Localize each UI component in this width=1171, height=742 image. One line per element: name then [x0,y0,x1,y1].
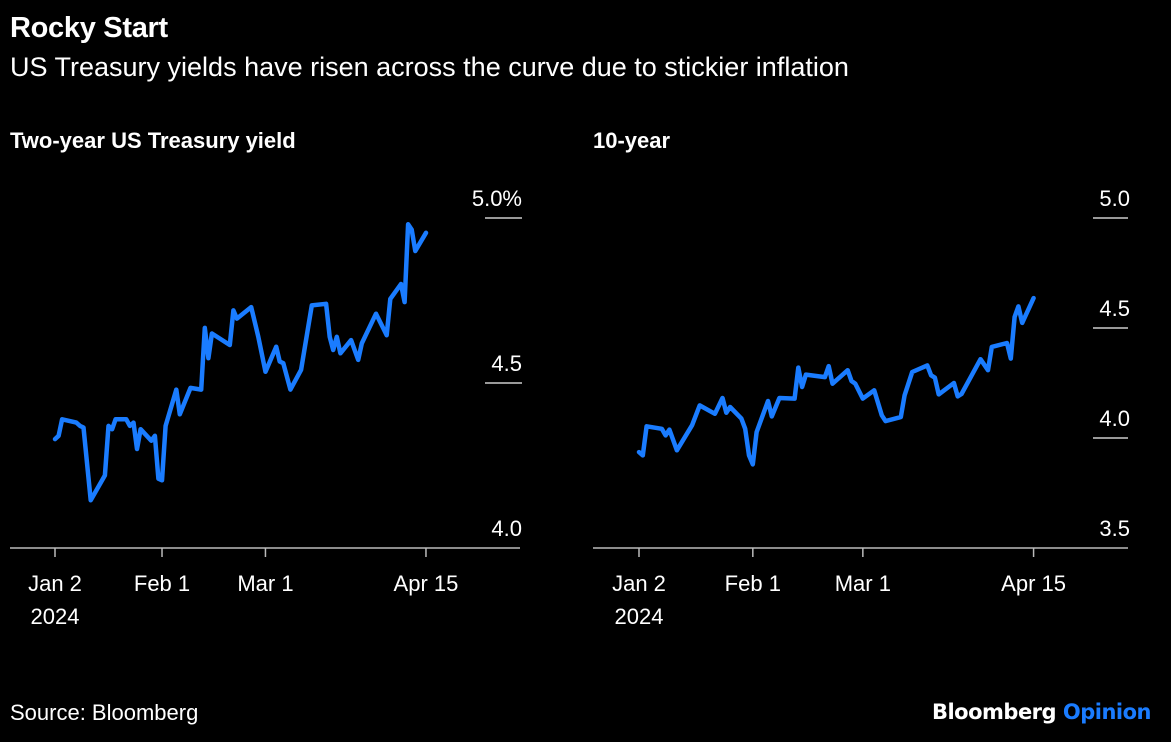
bloomberg-opinion-logo: Bloomberg Opinion [931,700,1152,724]
panel-title-two-year: Two-year US Treasury yield [10,128,296,153]
chart-subtitle: US Treasury yields have risen across the… [10,52,849,82]
logo-section: Opinion [1062,700,1152,724]
two-year-x-year-label: 2024 [31,604,80,629]
ten-year-x-tick-label: Feb 1 [725,571,781,596]
ten-year-y-tick-label: 4.5 [1099,296,1130,321]
panel-title-ten-year: 10-year [593,128,671,153]
chart-title: Rocky Start [10,12,168,44]
ten-year-yield-line [636,295,1036,467]
two-year-yield-line [52,222,429,503]
ten-year-y-tick-label: 3.5 [1099,516,1130,541]
two-year-x-tick-label: Mar 1 [237,571,293,596]
ten-year-y-tick-label: 5.0 [1099,186,1130,211]
two-year-x-tick-label: Feb 1 [134,571,190,596]
logo-brand: Bloomberg [931,700,1057,724]
two-year-y-tick-label: 4.5 [491,351,522,376]
source-note: Source: Bloomberg [10,700,199,725]
ten-year-x-tick-label: Jan 2 [612,571,666,596]
two-year-x-tick-label: Jan 2 [28,571,82,596]
ten-year-y-tick-label: 4.0 [1099,406,1130,431]
two-year-y-tick-label: 4.0 [491,516,522,541]
ten-year-x-tick-label: Mar 1 [835,571,891,596]
two-year-y-tick-label: 5.0% [472,186,522,211]
ten-year-x-tick-label: Apr 15 [1001,571,1066,596]
two-year-x-tick-label: Apr 15 [394,571,459,596]
ten-year-x-year-label: 2024 [615,604,664,629]
